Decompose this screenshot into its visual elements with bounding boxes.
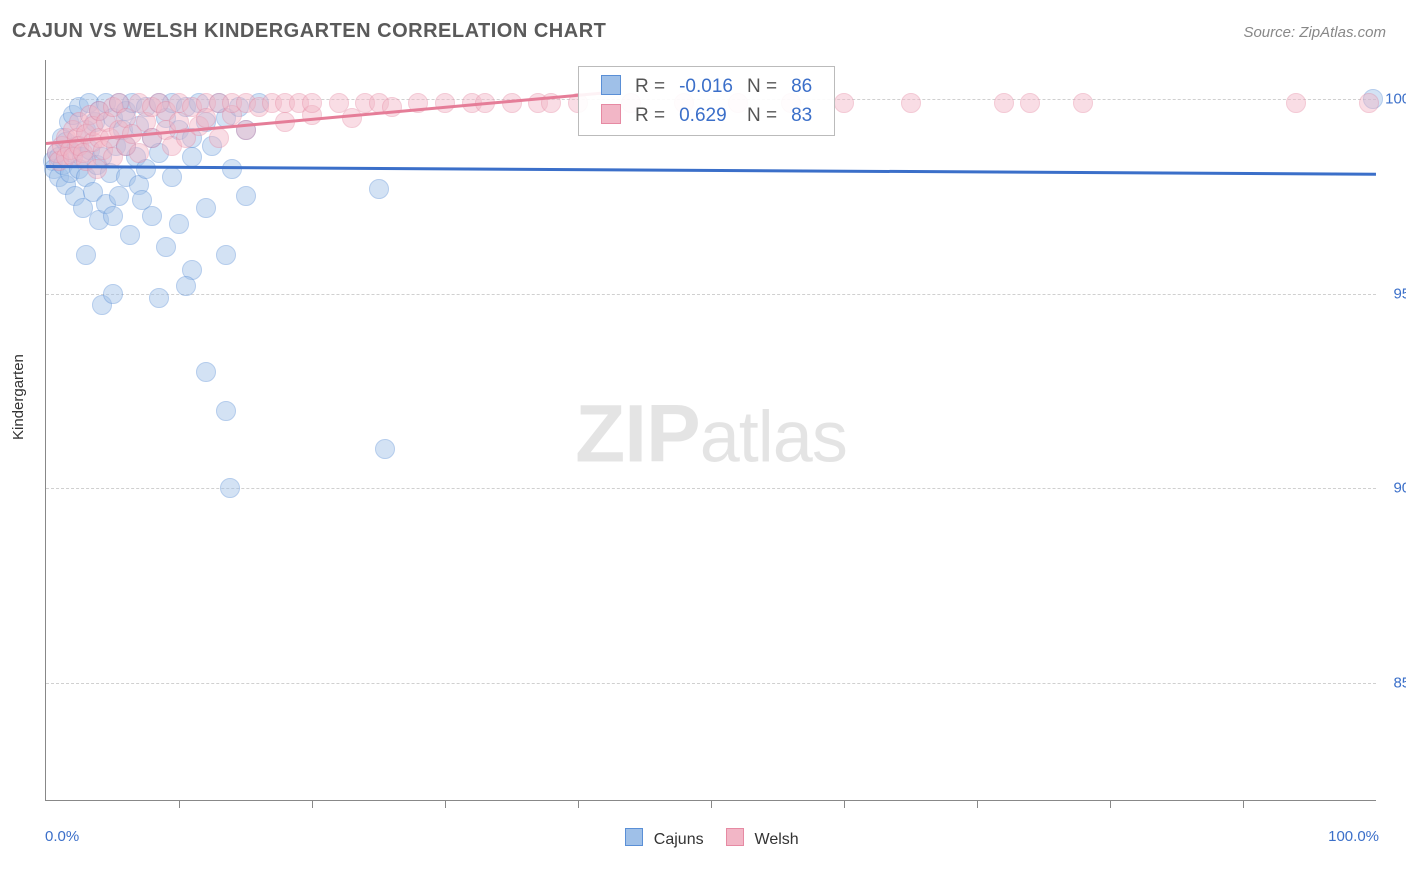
data-point <box>182 147 202 167</box>
data-point <box>435 93 455 113</box>
data-point <box>132 190 152 210</box>
x-tick <box>711 800 712 808</box>
legend: Cajuns Welsh <box>0 828 1406 849</box>
chart-container: CAJUN VS WELSH KINDERGARTEN CORRELATION … <box>0 0 1406 892</box>
data-point <box>129 143 149 163</box>
gridline <box>46 294 1376 295</box>
data-point <box>162 167 182 187</box>
data-point <box>834 93 854 113</box>
gridline <box>46 683 1376 684</box>
data-point <box>120 225 140 245</box>
y-axis-label: Kindergarten <box>10 354 27 440</box>
stats-R-label: R = <box>629 73 671 100</box>
stats-box: R =-0.016N =86 R =0.629N =83 <box>578 66 835 136</box>
data-point <box>1359 93 1379 113</box>
data-point <box>1020 93 1040 113</box>
data-point <box>220 478 240 498</box>
x-tick <box>1110 800 1111 808</box>
trend-line <box>46 165 1376 176</box>
data-point <box>342 108 362 128</box>
source-label: Source: ZipAtlas.com <box>1243 24 1386 41</box>
legend-swatch-cajuns <box>625 828 643 846</box>
data-point <box>994 93 1014 113</box>
data-point <box>216 401 236 421</box>
y-tick-label: 85.0% <box>1381 675 1406 692</box>
y-tick-label: 90.0% <box>1381 480 1406 497</box>
data-point <box>1073 93 1093 113</box>
data-point <box>369 179 389 199</box>
data-point <box>236 186 256 206</box>
legend-swatch-welsh <box>726 828 744 846</box>
gridline <box>46 488 1376 489</box>
stats-R-label: R = <box>629 102 671 129</box>
plot-area: ZIPatlas 85.0%90.0%95.0%100.0%R =-0.016N… <box>45 60 1376 801</box>
data-point <box>196 362 216 382</box>
data-point <box>302 93 322 113</box>
data-point <box>1286 93 1306 113</box>
x-tick <box>578 800 579 808</box>
stats-N-value: 83 <box>785 102 818 129</box>
data-point <box>156 237 176 257</box>
data-point <box>176 276 196 296</box>
data-point <box>149 288 169 308</box>
stats-swatch <box>601 104 621 124</box>
x-tick <box>179 800 180 808</box>
y-tick-label: 100.0% <box>1381 90 1406 107</box>
legend-label-welsh: Welsh <box>755 831 799 848</box>
x-tick <box>445 800 446 808</box>
data-point <box>103 206 123 226</box>
legend-label-cajuns: Cajuns <box>654 831 704 848</box>
watermark: ZIPatlas <box>575 388 847 482</box>
data-point <box>196 198 216 218</box>
data-point <box>109 186 129 206</box>
data-point <box>76 245 96 265</box>
data-point <box>209 128 229 148</box>
stats-N-label: N = <box>741 73 783 100</box>
x-tick <box>312 800 313 808</box>
data-point <box>169 214 189 234</box>
data-point <box>196 108 216 128</box>
stats-R-value: 0.629 <box>673 102 739 129</box>
stats-N-label: N = <box>741 102 783 129</box>
stats-swatch <box>601 75 621 95</box>
x-tick <box>844 800 845 808</box>
x-tick <box>977 800 978 808</box>
data-point <box>216 245 236 265</box>
data-point <box>375 439 395 459</box>
stats-R-value: -0.016 <box>673 73 739 100</box>
stats-N-value: 86 <box>785 73 818 100</box>
data-point <box>901 93 921 113</box>
y-tick-label: 95.0% <box>1381 285 1406 302</box>
x-tick <box>1243 800 1244 808</box>
chart-title: CAJUN VS WELSH KINDERGARTEN CORRELATION … <box>12 20 606 43</box>
data-point <box>103 284 123 304</box>
